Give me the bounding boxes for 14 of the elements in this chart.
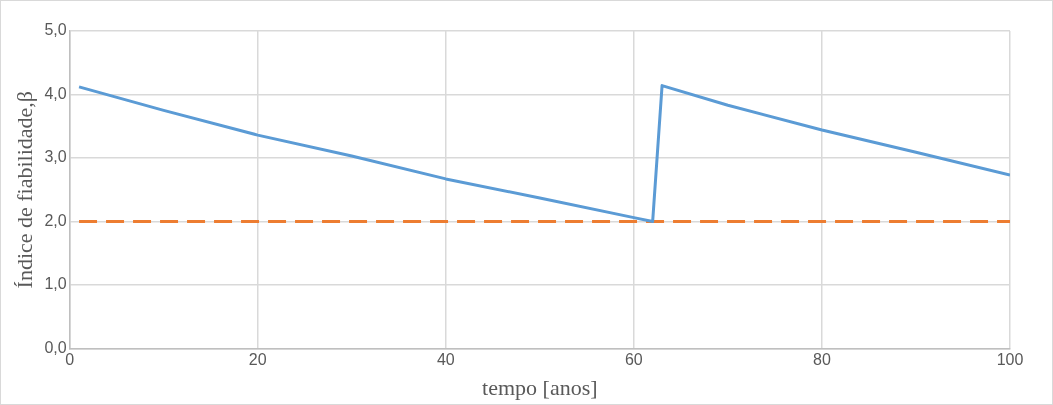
x-tick-label: 60 [624,351,643,369]
y-tick-label: 3,0 [44,148,67,166]
x-axis-title: tempo [anos] [482,374,598,400]
y-tick-label: 1,0 [44,275,67,293]
y-tick-label: 5,0 [44,21,67,39]
x-tick-label: 0 [65,351,75,369]
x-tick-label: 20 [248,351,267,369]
y-axis-title: Índice de fiabilidade,β [11,90,37,289]
x-tick-label: 40 [436,351,455,369]
x-tick-label: 80 [813,351,831,369]
y-tick-label: 2,0 [44,211,67,229]
y-tick-label: 0,0 [44,338,67,356]
x-tick-label: 100 [996,351,1024,369]
y-tick-label: 4,0 [44,84,67,102]
